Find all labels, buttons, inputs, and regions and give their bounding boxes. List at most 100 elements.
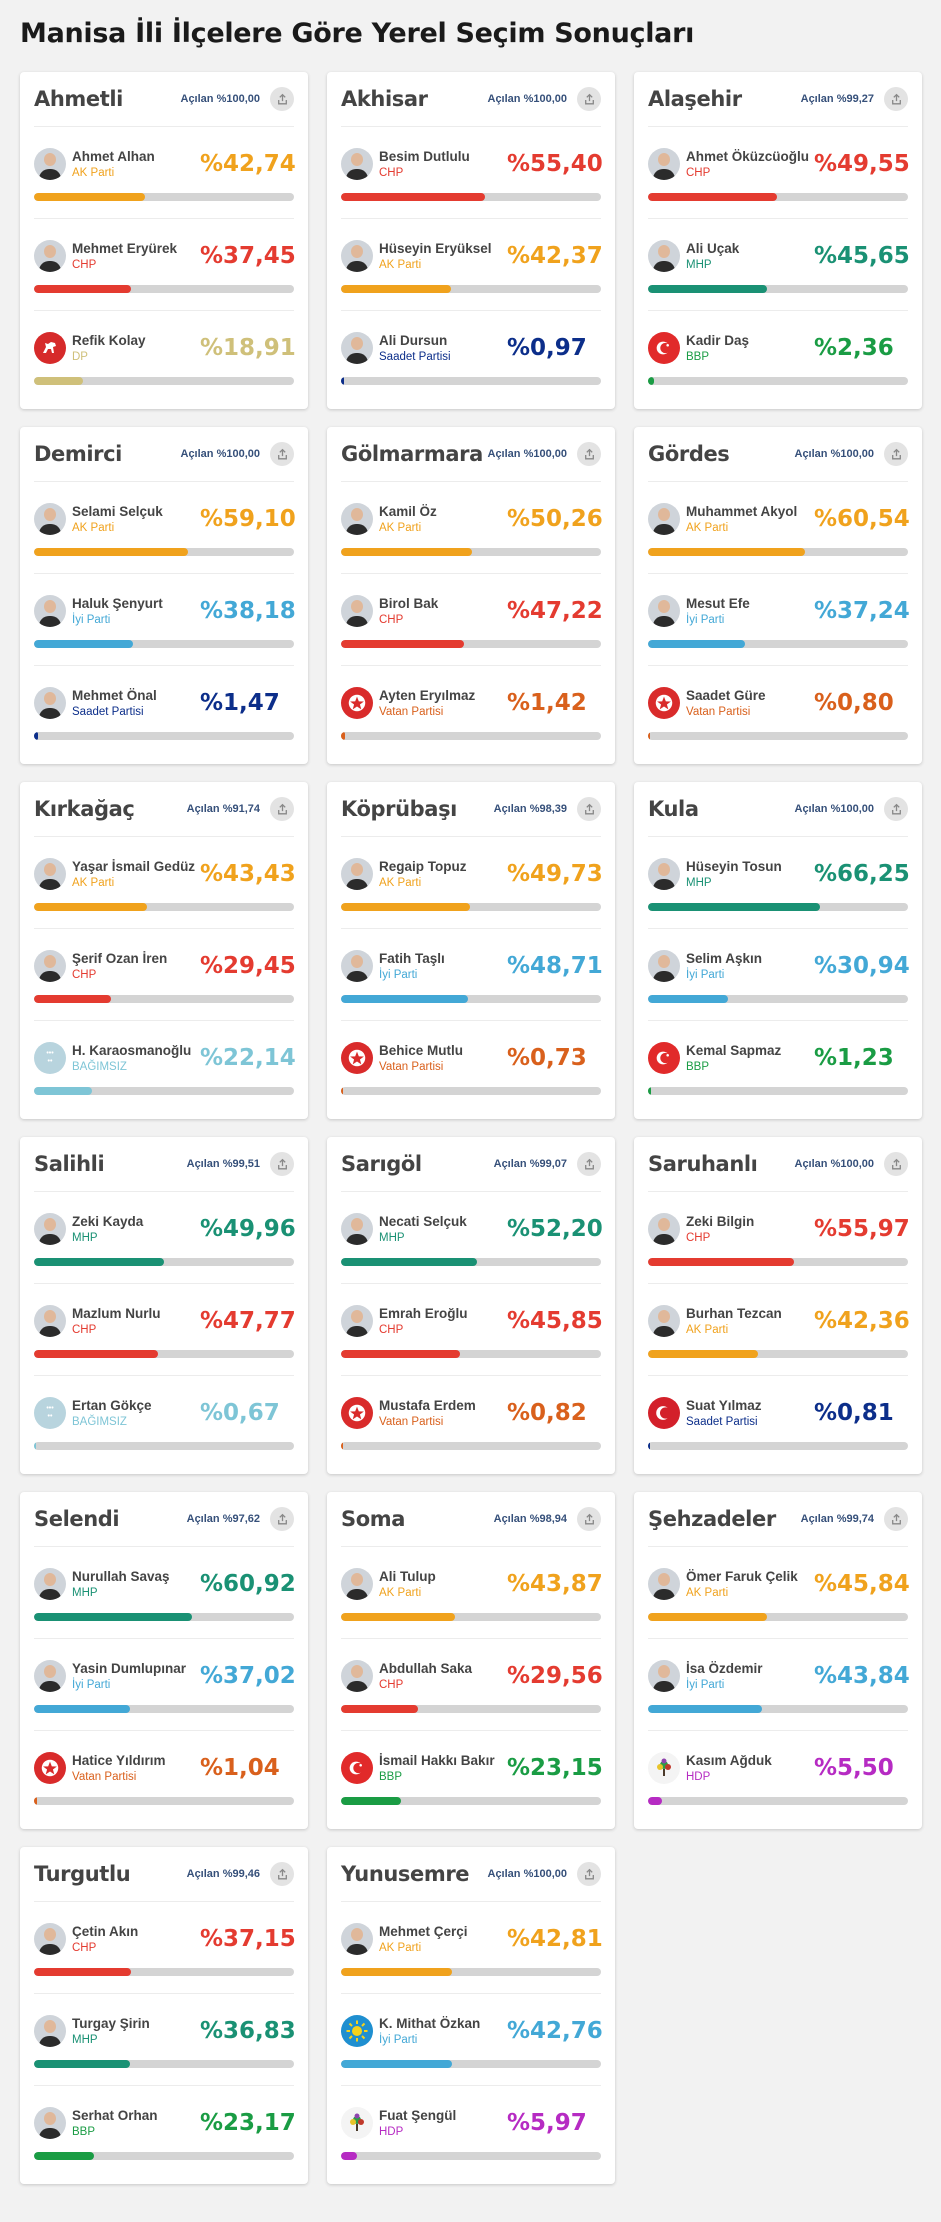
- vote-share-fill: [341, 2060, 453, 2068]
- share-button[interactable]: [270, 797, 294, 821]
- candidate-info-row: Burhan Tezcan AK Parti %42,36: [648, 1302, 910, 1340]
- crescent-logo-icon: [648, 1042, 680, 1074]
- candidate-row: Haluk Şenyurt İyi Parti %38,18: [34, 574, 296, 666]
- candidate-info-row: Serhat Orhan BBP %23,17: [34, 2104, 296, 2142]
- candidate-info: Turgay Şirin MHP: [72, 2016, 200, 2046]
- candidate-info: Mehmet Eryürek CHP: [72, 241, 200, 271]
- candidate-info-row: ••• •• H. Karaosmanoğlu BAĞIMSIZ %22,14: [34, 1039, 296, 1077]
- vote-share-bar: [34, 732, 294, 740]
- vote-percentage: %55,40: [507, 151, 603, 177]
- vote-share-fill: [648, 995, 729, 1003]
- share-button[interactable]: [884, 1152, 908, 1176]
- share-button[interactable]: [577, 442, 601, 466]
- candidate-info: Saadet Güre Vatan Partisi: [686, 688, 814, 718]
- share-button[interactable]: [884, 87, 908, 111]
- candidate-party: İyi Parti: [686, 969, 725, 981]
- candidate-party: Saadet Partisi: [686, 1416, 758, 1428]
- district-card: Demirci Açılan %100,00 Selami Selçuk AK Par…: [20, 427, 308, 764]
- candidate-name: Hatice Yıldırım: [72, 1753, 166, 1768]
- candidate-name: Birol Bak: [379, 596, 439, 611]
- vote-share-bar: [34, 903, 294, 911]
- vote-share-bar: [648, 995, 908, 1003]
- candidate-info-row: Behice Mutlu Vatan Partisi %0,73: [341, 1039, 601, 1077]
- ballot-opened-rate: Açılan %99,07: [493, 1158, 567, 1170]
- vote-percentage: %37,02: [200, 1663, 296, 1689]
- candidate-row: Hüseyin Tosun MHP %66,25: [648, 837, 910, 929]
- candidate-info: Ali Dursun Saadet Partisi: [379, 333, 507, 363]
- candidate-info-row: Ali Dursun Saadet Partisi %0,97: [341, 329, 601, 367]
- candidate-row: Ali Dursun Saadet Partisi %0,97: [341, 311, 601, 403]
- share-button[interactable]: [270, 1152, 294, 1176]
- candidate-row: Refik Kolay DP %18,91: [34, 311, 296, 403]
- share-button[interactable]: [270, 87, 294, 111]
- vote-percentage: %18,91: [200, 335, 296, 361]
- district-card: Selendi Açılan %97,62 Nurullah Savaş MHP %60…: [20, 1492, 308, 1829]
- district-name: Gölmarmara: [341, 442, 483, 466]
- vote-share-bar: [648, 732, 908, 740]
- candidate-info-row: K. Mithat Özkan İyi Parti %42,76: [341, 2012, 603, 2050]
- share-button[interactable]: [577, 87, 601, 111]
- candidate-info-row: Yasin Dumlupınar İyi Parti %37,02: [34, 1657, 296, 1695]
- vote-share-fill: [341, 1350, 461, 1358]
- share-button[interactable]: [270, 1507, 294, 1531]
- candidate-row: İsa Özdemir İyi Parti %43,84: [648, 1639, 910, 1731]
- candidate-photo: [341, 858, 373, 890]
- photo-suit: [653, 1589, 675, 1600]
- candidate-name: Yaşar İsmail Gedüz: [72, 859, 196, 874]
- card-header: Selendi Açılan %97,62: [34, 1492, 294, 1547]
- card-header: Köprübaşı Açılan %98,39: [341, 782, 601, 837]
- vote-share-bar: [341, 1705, 601, 1713]
- share-button[interactable]: [884, 1507, 908, 1531]
- share-button[interactable]: [270, 442, 294, 466]
- candidate-info: K. Mithat Özkan İyi Parti: [379, 2016, 507, 2046]
- vote-share-bar: [341, 548, 601, 556]
- vote-percentage: %45,85: [507, 1308, 603, 1334]
- candidate-row: Necati Selçuk MHP %52,20: [341, 1192, 603, 1284]
- candidate-name: Fatih Taşlı: [379, 951, 445, 966]
- share-button[interactable]: [270, 1862, 294, 1886]
- candidate-info: Suat Yılmaz Saadet Partisi: [686, 1398, 814, 1428]
- candidate-name: Haluk Şenyurt: [72, 596, 163, 611]
- tree-logo-icon: [648, 1752, 680, 1784]
- candidate-info: Ali Uçak MHP: [686, 241, 814, 271]
- vote-share-bar: [341, 732, 601, 740]
- candidate-row: Şerif Ozan İren CHP %29,45: [34, 929, 296, 1021]
- vote-percentage: %37,15: [200, 1926, 296, 1952]
- district-name: Turgutlu: [34, 1862, 131, 1886]
- page-title: Manisa İli İlçelere Göre Yerel Seçim Son…: [20, 18, 695, 49]
- vote-share-fill: [648, 1705, 762, 1713]
- share-button[interactable]: [577, 1862, 601, 1886]
- share-button[interactable]: [577, 1152, 601, 1176]
- candidate-name: Mehmet Eryürek: [72, 241, 178, 256]
- share-button[interactable]: [577, 1507, 601, 1531]
- share-button[interactable]: [884, 797, 908, 821]
- candidate-party: BBP: [72, 2126, 96, 2138]
- share-button[interactable]: [577, 797, 601, 821]
- photo-suit: [346, 353, 368, 364]
- candidate-photo: [341, 1305, 373, 1337]
- share-button[interactable]: [884, 442, 908, 466]
- vote-share-bar: [34, 193, 294, 201]
- candidate-name: Suat Yılmaz: [686, 1398, 762, 1413]
- candidate-name: Ahmet Alhan: [72, 149, 155, 164]
- vote-percentage: %48,71: [507, 953, 603, 979]
- candidate-photo: [34, 595, 66, 627]
- vote-share-bar: [648, 1442, 908, 1450]
- candidate-photo: [34, 858, 66, 890]
- candidate-party: BBP: [686, 351, 710, 363]
- candidate-party: BAĞIMSIZ: [72, 1061, 127, 1073]
- candidate-party: MHP: [72, 1232, 98, 1244]
- candidate-name: Fuat Şengül: [379, 2108, 457, 2123]
- candidate-row: Selim Aşkın İyi Parti %30,94: [648, 929, 910, 1021]
- vote-percentage: %37,45: [200, 243, 296, 269]
- district-name: Soma: [341, 1507, 406, 1531]
- photo-head: [658, 863, 670, 876]
- vote-share-bar: [648, 548, 908, 556]
- card-header: Sarıgöl Açılan %99,07: [341, 1137, 601, 1192]
- candidate-row: Mehmet Çerçi AK Parti %42,81: [341, 1902, 603, 1994]
- photo-head: [44, 600, 56, 613]
- candidate-row: Birol Bak CHP %47,22: [341, 574, 603, 666]
- vote-share-fill: [648, 1350, 759, 1358]
- vote-share-fill: [648, 193, 777, 201]
- vote-share-bar: [34, 1442, 294, 1450]
